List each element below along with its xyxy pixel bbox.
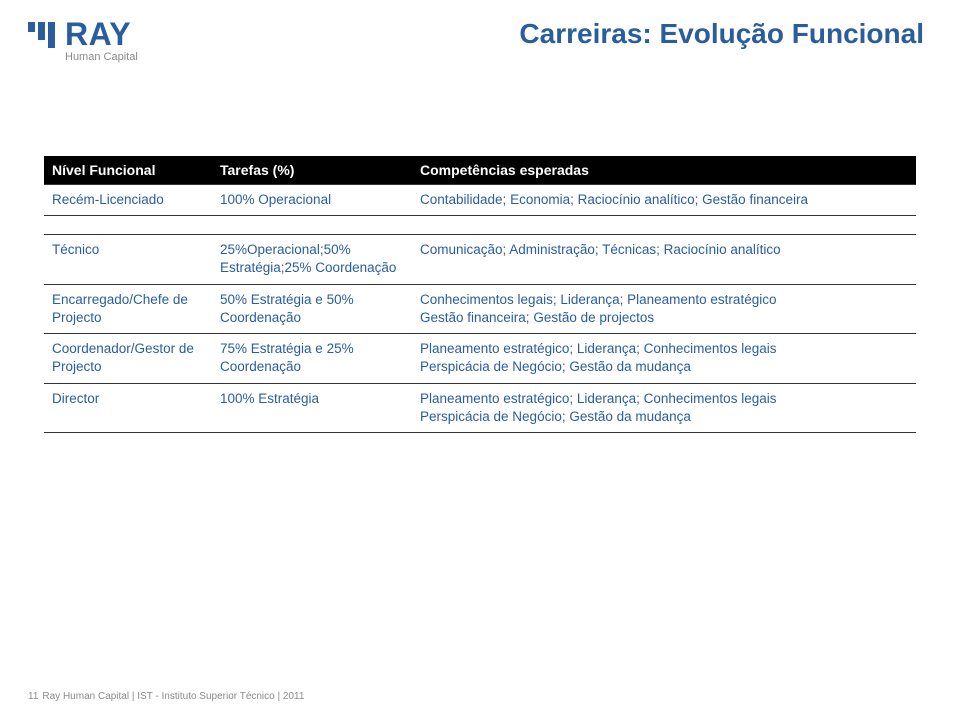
cell-competencies: Planeamento estratégico; Liderança; Conh…	[412, 334, 916, 383]
cell-competencies: Contabilidade; Economia; Raciocínio anal…	[412, 185, 916, 216]
cell-level: Encarregado/Chefe de Projecto	[44, 284, 212, 333]
cell-level: Técnico	[44, 235, 212, 284]
table-row: Director 100% Estratégia Planeamento est…	[44, 383, 916, 432]
functional-evolution-table: Nível Funcional Tarefas (%) Competências…	[44, 156, 916, 433]
brand-logo: RAY Human Capital	[28, 18, 138, 63]
cell-level: Coordenador/Gestor de Projecto	[44, 334, 212, 383]
page-title: Carreiras: Evolução Funcional	[519, 18, 924, 50]
logo-bars-icon	[28, 18, 55, 48]
footer: 11 Ray Human Capital | IST - Instituto S…	[28, 691, 304, 702]
cell-competencies: Planeamento estratégico; Liderança; Conh…	[412, 383, 916, 432]
cell-competencies: Comunicação; Administração; Técnicas; Ra…	[412, 235, 916, 284]
table-section-2: Técnico 25%Operacional;50% Estratégia;25…	[44, 234, 916, 433]
cell-tasks: 100% Estratégia	[212, 383, 412, 432]
cell-tasks: 75% Estratégia e 25% Coordenação	[212, 334, 412, 383]
table-header-row: Nível Funcional Tarefas (%) Competências…	[44, 156, 916, 185]
table-row: Recém-Licenciado 100% Operacional Contab…	[44, 185, 916, 216]
table-row: Encarregado/Chefe de Projecto 50% Estrat…	[44, 284, 916, 333]
cell-tasks: 50% Estratégia e 50% Coordenação	[212, 284, 412, 333]
section-gap	[44, 216, 916, 234]
table-row: Coordenador/Gestor de Projecto 75% Estra…	[44, 334, 916, 383]
cell-tasks: 25%Operacional;50% Estratégia;25% Coorde…	[212, 235, 412, 284]
col-header-level: Nível Funcional	[44, 156, 212, 185]
logo-tagline: Human Capital	[65, 52, 138, 63]
footer-page-number: 11	[28, 691, 38, 702]
cell-tasks: 100% Operacional	[212, 185, 412, 216]
cell-level: Director	[44, 383, 212, 432]
footer-text: Ray Human Capital | IST - Instituto Supe…	[42, 691, 304, 702]
logo-main-text: RAY	[65, 18, 138, 50]
table-section-1: Nível Funcional Tarefas (%) Competências…	[44, 156, 916, 216]
cell-competencies: Conhecimentos legais; Liderança; Planeam…	[412, 284, 916, 333]
cell-level: Recém-Licenciado	[44, 185, 212, 216]
table-row: Técnico 25%Operacional;50% Estratégia;25…	[44, 235, 916, 284]
col-header-competencies: Competências esperadas	[412, 156, 916, 185]
col-header-tasks: Tarefas (%)	[212, 156, 412, 185]
